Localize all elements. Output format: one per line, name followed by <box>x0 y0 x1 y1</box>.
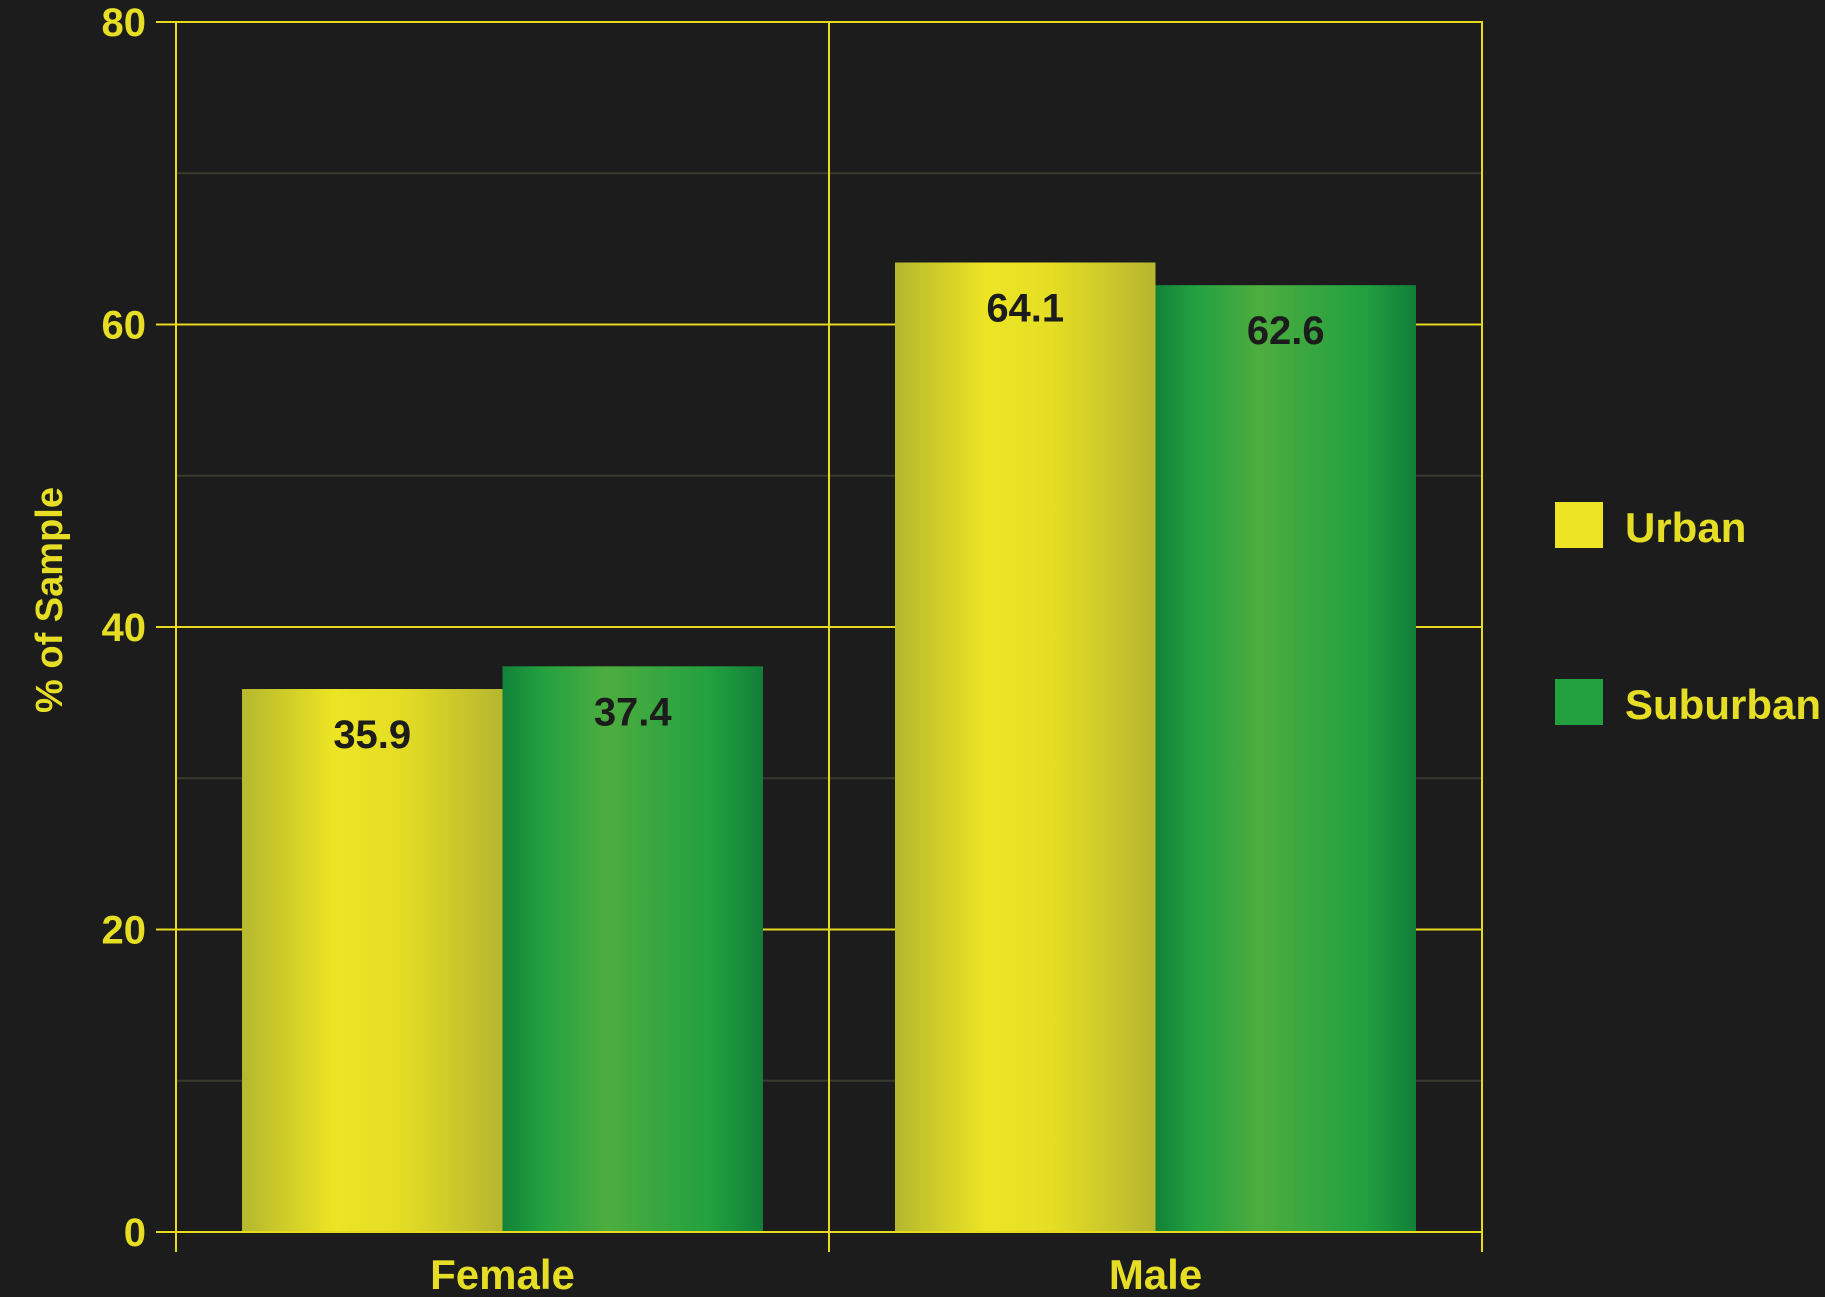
labels: 0 20 40 60 80 35.9 37.4 Female 64.1 62.6 Male % of … <box>29 1 1325 1297</box>
legend-swatch-suburban <box>1555 679 1603 725</box>
bar-urban-female <box>242 689 503 1232</box>
bar-suburban-female <box>502 666 763 1232</box>
legend-label-suburban: Suburban <box>1625 681 1821 728</box>
y-tick-label: 60 <box>102 304 147 348</box>
value-label: 35.9 <box>333 713 411 757</box>
axes <box>175 21 1483 1252</box>
legend-label-urban: Urban <box>1625 504 1746 551</box>
value-label: 62.6 <box>1247 309 1325 353</box>
legend-swatch-urban <box>1555 502 1603 548</box>
value-label: 37.4 <box>594 690 673 734</box>
legend: Urban Suburban <box>1555 502 1821 728</box>
y-tick-label: 20 <box>102 909 147 953</box>
value-label: 64.1 <box>986 286 1064 330</box>
y-tick-label: 40 <box>102 606 147 650</box>
bar-urban-male <box>895 262 1156 1232</box>
bar-suburban-male <box>1155 285 1416 1232</box>
y-axis-title: % of Sample <box>29 487 71 713</box>
y-tick-label: 80 <box>102 1 147 45</box>
y-tick-label: 0 <box>124 1211 146 1255</box>
x-category-label: Male <box>1109 1251 1202 1297</box>
bars <box>242 262 1416 1232</box>
x-category-label: Female <box>430 1251 575 1297</box>
